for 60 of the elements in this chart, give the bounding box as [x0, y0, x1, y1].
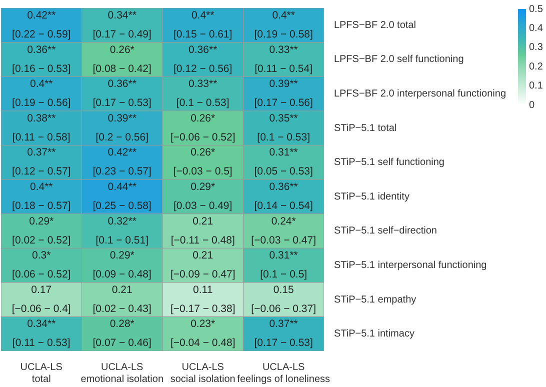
data-label: 0.44** [0.25 − 0.58] [92, 181, 152, 212]
data-label: 0.39** [0.2 − 0.56] [96, 112, 149, 144]
data-label: 0.36** [0.16 − 0.53] [12, 44, 71, 75]
color-bar-label: 0.1 [529, 80, 544, 92]
data-label: 0.42** [0.23 − 0.57] [92, 146, 152, 178]
y-tick-label: STiP−5.1 intimacy [334, 328, 414, 340]
color-bar-label: 0.4 [529, 22, 544, 34]
y-tick-label: LPFS−BF 2.0 total [334, 20, 416, 31]
data-label: 0.35** [0.1 − 0.53] [257, 112, 310, 144]
x-tick-label: UCLA-LS emotional isolation [80, 362, 164, 385]
data-label: 0.37** [0.17 − 0.53] [254, 318, 313, 350]
data-label: 0.24* [−0.03 − 0.47] [251, 215, 316, 246]
data-label: 0.11 [−0.17 − 0.38] [170, 284, 236, 315]
data-label: 0.36** [0.12 − 0.56] [174, 44, 232, 75]
x-tick-label: UCLA-LS social isolation [170, 362, 236, 385]
data-label: 0.36** [0.17 − 0.53] [92, 78, 152, 110]
color-bar-label: 0.2 [529, 61, 544, 72]
data-label: 0.4** [0.18 − 0.57] [12, 181, 71, 212]
y-tick-label: STiP−5.1 self−direction [334, 226, 437, 237]
data-label: 0.26* [−0.06 − 0.52] [170, 112, 236, 144]
data-label: 0.15 [−0.06 − 0.37] [251, 284, 316, 315]
y-tick-label: STiP−5.1 total [334, 122, 397, 134]
y-tick-label: LPFS−BF 2.0 self functioning [334, 54, 464, 66]
data-label: 0.33** [0.11 − 0.54] [254, 44, 313, 75]
data-label: 0.17 [−0.06 − 0.4] [12, 284, 71, 315]
data-label: 0.29* [0.03 − 0.49] [174, 181, 232, 212]
data-label: 0.42** [0.22 − 0.59] [12, 10, 71, 41]
data-label: 0.31** [0.05 − 0.53] [254, 146, 313, 178]
color-bar-label: 0.5 [529, 4, 544, 15]
data-label: 0.21 [0.02 − 0.43] [92, 284, 152, 315]
y-tick-label: STiP−5.1 identity [334, 191, 410, 202]
data-label: 0.4** [0.19 − 0.58] [254, 10, 313, 41]
data-label: 0.21 [−0.09 − 0.47] [170, 250, 236, 281]
data-label: 0.26* [0.08 − 0.42] [92, 44, 152, 75]
data-label: 0.28* [0.07 − 0.46] [92, 318, 152, 350]
color-bar-label: 0 [529, 100, 535, 111]
data-label: 0.37** [0.12 − 0.57] [12, 146, 71, 178]
y-tick-label: STiP−5.1 self functioning [334, 157, 444, 168]
data-label: 0.34** [0.17 − 0.49] [92, 10, 152, 41]
y-tick-label: STiP−5.1 interpersonal functioning [334, 260, 487, 271]
data-label: 0.4** [0.19 − 0.56] [12, 78, 71, 110]
data-label: 0.26* [−0.03 − 0.5] [173, 146, 232, 178]
data-label: 0.23* [−0.04 − 0.48] [170, 318, 236, 350]
data-label: 0.31** [0.1 − 0.5] [260, 250, 308, 281]
data-label: 0.34** [0.11 − 0.53] [12, 318, 70, 350]
data-label: 0.32** [0.1 − 0.51] [96, 215, 149, 246]
color-bar-label: 0.3 [529, 42, 544, 54]
x-tick-label: UCLA-LS feelings of loneliness [237, 362, 330, 385]
data-label: 0.29* [0.09 − 0.48] [92, 250, 152, 281]
data-label: 0.36** [0.14 − 0.54] [254, 181, 313, 212]
data-label: 0.4** [0.15 − 0.61] [174, 10, 232, 41]
data-label: 0.21 [−0.11 − 0.48] [170, 215, 235, 246]
data-label: 0.33** [0.1 − 0.53] [176, 78, 230, 110]
data-label: 0.3* [0.06 − 0.52] [12, 250, 71, 281]
y-tick-label: STiP−5.1 empathy [334, 294, 416, 306]
x-tick-label: UCLA-LS total [20, 362, 63, 385]
data-label: 0.38** [0.11 − 0.58] [12, 112, 70, 144]
data-label: 0.29* [0.02 − 0.52] [12, 215, 71, 246]
data-label: 0.39** [0.17 − 0.56] [254, 78, 313, 110]
y-tick-label: LPFS−BF 2.0 interpersonal functioning [334, 88, 506, 100]
